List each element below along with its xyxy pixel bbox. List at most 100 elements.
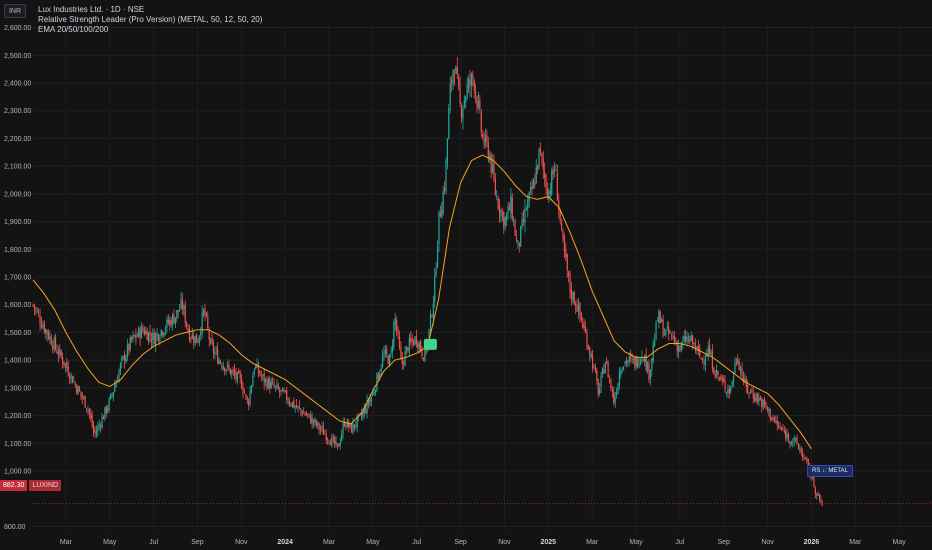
candle-body <box>775 420 777 423</box>
candle-body <box>417 342 419 348</box>
candle-body <box>362 412 364 418</box>
symbol-title[interactable]: Lux Industries Ltd. · 1D · NSE <box>38 5 145 14</box>
candle-body <box>710 352 712 356</box>
candle-body <box>762 400 764 407</box>
candle-body <box>686 336 688 342</box>
chart-legend: Lux Industries Ltd. · 1D · NSE Relative … <box>38 5 262 35</box>
candle-body <box>466 84 468 98</box>
candle-body <box>473 80 475 91</box>
candle-body <box>639 358 642 365</box>
candle-body <box>133 335 136 337</box>
candle-body <box>797 444 800 449</box>
candle-body <box>84 395 86 408</box>
candle-body <box>672 336 674 338</box>
candle-body <box>222 366 224 370</box>
x-tick-label: Sep <box>717 539 730 546</box>
candle-body <box>531 185 533 191</box>
candle-body <box>552 169 554 174</box>
candle-body <box>565 248 567 257</box>
candle-body <box>250 385 253 393</box>
candle-body <box>97 426 99 432</box>
candle-body <box>238 370 240 374</box>
candle-body <box>33 304 36 309</box>
candle-body <box>741 367 743 377</box>
candle-body <box>315 420 317 426</box>
candle-body <box>680 342 683 351</box>
candle-body <box>239 374 241 378</box>
candle-body <box>583 325 585 329</box>
candle-body <box>286 390 288 401</box>
symbol-tag: LUXIND <box>29 480 62 491</box>
candle-body <box>568 271 570 276</box>
candle-body <box>297 406 299 408</box>
candle-body <box>648 363 650 380</box>
candle-body <box>697 346 699 350</box>
candle-body <box>518 242 520 246</box>
y-tick-label: 1,200.00 <box>4 413 31 420</box>
candle-body <box>128 344 130 351</box>
candle-body <box>539 149 542 152</box>
candle-body <box>508 206 511 211</box>
candle-body <box>544 171 546 178</box>
candle-body <box>790 442 792 445</box>
candle-body <box>804 458 807 460</box>
y-tick-label: 1,100.00 <box>4 441 31 448</box>
candle-body <box>756 393 759 402</box>
candle-body <box>343 421 346 427</box>
candle-body <box>731 381 733 385</box>
candle-body <box>150 338 153 342</box>
candle-body <box>549 191 551 195</box>
candle-body <box>730 386 732 392</box>
candle-body <box>720 376 722 379</box>
candle-body <box>682 341 684 343</box>
x-tick-label: May <box>366 539 380 546</box>
candle-body <box>176 310 178 319</box>
candle-body <box>676 341 678 351</box>
candle-body <box>174 317 176 325</box>
candle-body <box>314 419 316 422</box>
candle-body <box>80 391 82 396</box>
candle-body <box>541 153 543 158</box>
candle-body <box>701 358 704 360</box>
candle-body <box>400 347 402 359</box>
ema-line <box>32 154 812 450</box>
candle-body <box>295 404 298 408</box>
y-tick-label: 2,600.00 <box>4 25 31 32</box>
candle-body <box>787 434 790 440</box>
candle-body <box>411 339 413 342</box>
y-tick-label: 2,300.00 <box>4 108 31 115</box>
last-price-tag: 882.30 LUXIND <box>0 480 62 491</box>
candle-body <box>322 426 324 436</box>
x-tick-label: Sep <box>454 539 467 546</box>
candle-body <box>480 112 482 132</box>
candle-body <box>210 339 212 343</box>
candle-body <box>601 368 604 375</box>
currency-button[interactable]: INR <box>4 4 26 18</box>
candle-body <box>497 198 499 209</box>
candle-body <box>803 456 805 458</box>
ema-legend[interactable]: EMA 20/50/100/200 <box>38 25 109 34</box>
candle-body <box>387 356 389 365</box>
candle-body <box>725 391 728 393</box>
candle-body <box>675 342 677 344</box>
candle-body <box>221 364 223 368</box>
candle-body <box>455 66 457 74</box>
candle-body <box>143 330 145 335</box>
candle-body <box>169 319 171 324</box>
candle-body <box>703 361 705 363</box>
candle-body <box>403 362 405 365</box>
candle-body <box>814 487 816 495</box>
candle-body <box>432 303 434 318</box>
candle-body <box>580 313 582 320</box>
candle-body <box>178 310 181 312</box>
indicator-legend[interactable]: Relative Strength Leader (Pro Version) (… <box>38 15 263 24</box>
candle-body <box>631 357 633 359</box>
candle-body <box>328 440 330 443</box>
candle-body <box>527 199 529 210</box>
y-tick-label: 2,400.00 <box>4 80 31 87</box>
candle-body <box>677 346 680 353</box>
candle-body <box>537 164 539 170</box>
candle-body <box>131 337 133 340</box>
candle-body <box>724 381 726 390</box>
